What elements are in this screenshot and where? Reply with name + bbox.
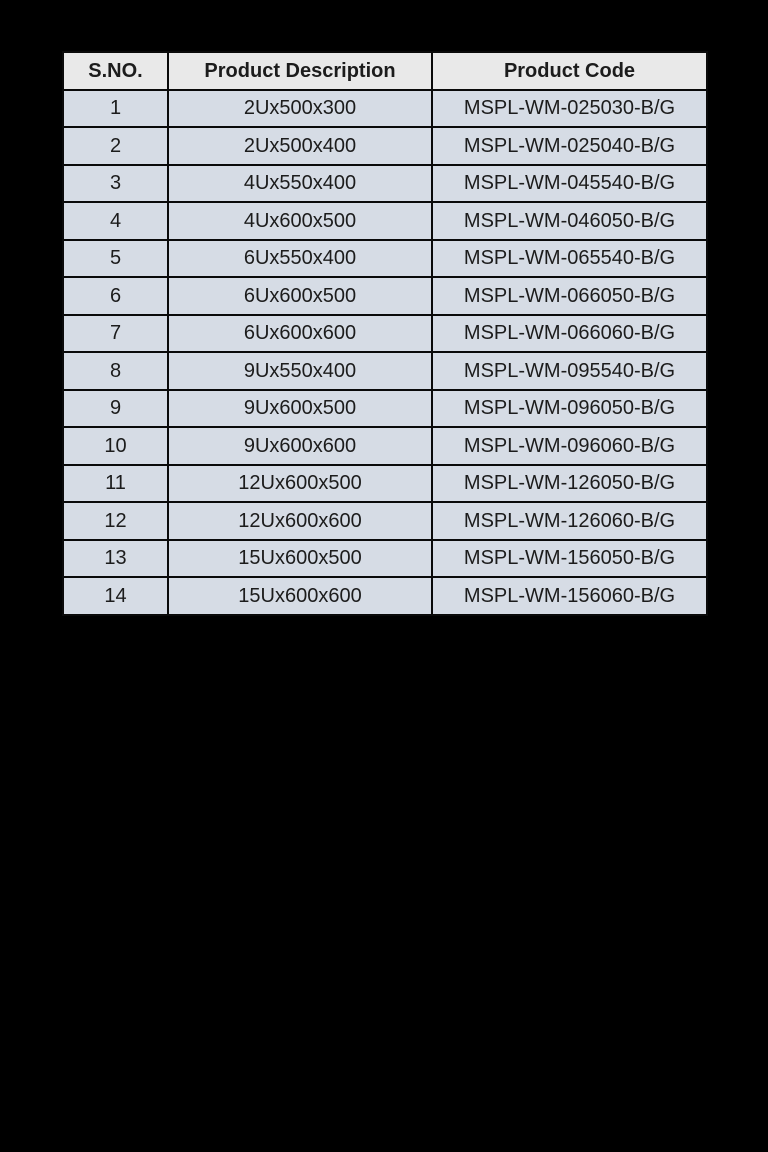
cell-sno: 8 <box>62 351 169 391</box>
cell-product-description: 9Ux600x500 <box>167 388 433 428</box>
cell-sno: 12 <box>62 501 169 541</box>
cell-product-code: MSPL-WM-095540-B/G <box>431 351 708 391</box>
table-row: 8 9Ux550x400 MSPL-WM-095540-B/G <box>62 351 708 391</box>
cell-product-description: 15Ux600x600 <box>167 576 433 616</box>
cell-product-code: MSPL-WM-066050-B/G <box>431 276 708 316</box>
cell-product-description: 4Ux600x500 <box>167 201 433 241</box>
header-product-description: Product Description <box>167 51 433 91</box>
table-row: 6 6Ux600x500 MSPL-WM-066050-B/G <box>62 276 708 316</box>
table-row: 12 12Ux600x600 MSPL-WM-126060-B/G <box>62 501 708 541</box>
cell-product-description: 6Ux600x600 <box>167 313 433 353</box>
cell-product-description: 9Ux550x400 <box>167 351 433 391</box>
cell-sno: 2 <box>62 126 169 166</box>
cell-product-code: MSPL-WM-045540-B/G <box>431 163 708 203</box>
product-table-container: S.NO. Product Description Product Code 1… <box>62 51 708 616</box>
cell-sno: 1 <box>62 88 169 128</box>
table-row: 5 6Ux550x400 MSPL-WM-065540-B/G <box>62 238 708 278</box>
cell-product-description: 12Ux600x600 <box>167 501 433 541</box>
cell-sno: 10 <box>62 426 169 466</box>
cell-product-description: 2Ux500x400 <box>167 126 433 166</box>
cell-product-code: MSPL-WM-096060-B/G <box>431 426 708 466</box>
cell-product-description: 2Ux500x300 <box>167 88 433 128</box>
cell-sno: 7 <box>62 313 169 353</box>
cell-product-description: 12Ux600x500 <box>167 463 433 503</box>
table-row: 4 4Ux600x500 MSPL-WM-046050-B/G <box>62 201 708 241</box>
product-table-body: 1 2Ux500x300 MSPL-WM-025030-B/G 2 2Ux500x400… <box>62 88 708 616</box>
cell-sno: 9 <box>62 388 169 428</box>
cell-product-description: 9Ux600x600 <box>167 426 433 466</box>
cell-product-code: MSPL-WM-025030-B/G <box>431 88 708 128</box>
table-row: 10 9Ux600x600 MSPL-WM-096060-B/G <box>62 426 708 466</box>
cell-product-code: MSPL-WM-156060-B/G <box>431 576 708 616</box>
cell-sno: 3 <box>62 163 169 203</box>
product-table: S.NO. Product Description Product Code 1… <box>62 51 708 616</box>
table-row: 3 4Ux550x400 MSPL-WM-045540-B/G <box>62 163 708 203</box>
cell-product-code: MSPL-WM-096050-B/G <box>431 388 708 428</box>
cell-sno: 11 <box>62 463 169 503</box>
table-row: 9 9Ux600x500 MSPL-WM-096050-B/G <box>62 388 708 428</box>
header-row: S.NO. Product Description Product Code <box>62 51 708 91</box>
cell-product-code: MSPL-WM-126050-B/G <box>431 463 708 503</box>
cell-product-code: MSPL-WM-066060-B/G <box>431 313 708 353</box>
cell-sno: 5 <box>62 238 169 278</box>
cell-sno: 6 <box>62 276 169 316</box>
cell-product-code: MSPL-WM-156050-B/G <box>431 538 708 578</box>
table-row: 1 2Ux500x300 MSPL-WM-025030-B/G <box>62 88 708 128</box>
cell-product-description: 6Ux600x500 <box>167 276 433 316</box>
cell-product-code: MSPL-WM-025040-B/G <box>431 126 708 166</box>
header-product-code: Product Code <box>431 51 708 91</box>
cell-sno: 4 <box>62 201 169 241</box>
cell-product-description: 15Ux600x500 <box>167 538 433 578</box>
cell-sno: 13 <box>62 538 169 578</box>
cell-product-description: 4Ux550x400 <box>167 163 433 203</box>
cell-sno: 14 <box>62 576 169 616</box>
table-row: 13 15Ux600x500 MSPL-WM-156050-B/G <box>62 538 708 578</box>
table-row: 7 6Ux600x600 MSPL-WM-066060-B/G <box>62 313 708 353</box>
table-row: 2 2Ux500x400 MSPL-WM-025040-B/G <box>62 126 708 166</box>
table-row: 11 12Ux600x500 MSPL-WM-126050-B/G <box>62 463 708 503</box>
cell-product-code: MSPL-WM-126060-B/G <box>431 501 708 541</box>
product-table-header: S.NO. Product Description Product Code <box>62 51 708 91</box>
cell-product-code: MSPL-WM-065540-B/G <box>431 238 708 278</box>
cell-product-description: 6Ux550x400 <box>167 238 433 278</box>
header-sno: S.NO. <box>62 51 169 91</box>
cell-product-code: MSPL-WM-046050-B/G <box>431 201 708 241</box>
table-row: 14 15Ux600x600 MSPL-WM-156060-B/G <box>62 576 708 616</box>
